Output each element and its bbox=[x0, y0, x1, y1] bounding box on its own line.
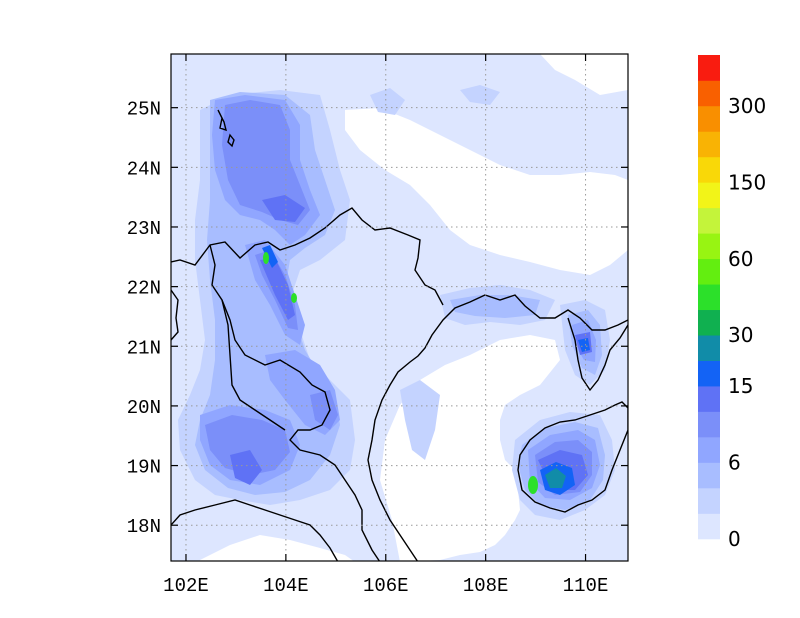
leizhou-peninsula bbox=[567, 317, 628, 392]
lat-tick-label: 21N bbox=[127, 337, 161, 359]
border-laos-inner bbox=[221, 299, 286, 431]
colorbar-segment bbox=[698, 513, 720, 540]
lat-tick-label: 22N bbox=[127, 278, 161, 300]
southwest-no-rain bbox=[200, 535, 354, 561]
rain-class-9 bbox=[263, 252, 538, 494]
colorbar-segment bbox=[698, 156, 720, 183]
colorbar-segment bbox=[698, 309, 720, 336]
lat-tick-label: 23N bbox=[127, 218, 161, 240]
colorbar-label: 30 bbox=[728, 323, 753, 347]
colorbar-segment bbox=[698, 284, 720, 311]
colorbar-label: 150 bbox=[728, 170, 766, 194]
lat-tick-label: 25N bbox=[127, 99, 161, 121]
colorbar-segment bbox=[698, 386, 720, 412]
lon-tick-label: 106E bbox=[363, 575, 409, 597]
colorbar-label: 6 bbox=[728, 451, 741, 475]
hainan-island bbox=[517, 401, 628, 513]
colorbar-segment bbox=[698, 437, 720, 463]
colorbar-segment bbox=[698, 105, 720, 132]
colorbar-label: 15 bbox=[728, 374, 753, 398]
colorbar-label: 0 bbox=[728, 527, 741, 551]
colorbar-label: 60 bbox=[728, 247, 753, 271]
map-frame bbox=[170, 53, 629, 562]
lon-tick-label: 108E bbox=[463, 575, 509, 597]
border-laos-vietnam bbox=[209, 244, 381, 561]
lon-tick-label: 102E bbox=[163, 575, 209, 597]
colorbar-segment bbox=[698, 233, 720, 260]
lon-tick-label: 104E bbox=[263, 575, 309, 597]
colorbar-segment bbox=[698, 55, 720, 81]
colorbar-segment bbox=[698, 462, 720, 489]
colorbar-segment bbox=[698, 411, 720, 438]
colorbar-segment bbox=[698, 182, 720, 209]
north-lake-2 bbox=[227, 133, 235, 148]
colorbar-segment bbox=[698, 131, 720, 158]
border-china-north bbox=[171, 207, 444, 306]
border-laos-west bbox=[171, 499, 339, 561]
north-lake bbox=[217, 109, 227, 132]
colorbar-label: 300 bbox=[728, 94, 766, 118]
lat-tick-label: 18N bbox=[127, 516, 161, 538]
lon-tick-label: 110E bbox=[563, 575, 609, 597]
north-no-rain bbox=[345, 108, 628, 275]
map-axes: 102E 104E 106E 108E 110E 18N 19N 20N 21N 22N 23N 24… bbox=[127, 54, 628, 597]
northeast-no-rain bbox=[540, 54, 628, 95]
rain-class-8 bbox=[545, 468, 566, 488]
boundary-lines bbox=[171, 109, 628, 561]
colorbar-segment bbox=[698, 80, 720, 107]
west-edge-border bbox=[171, 289, 179, 341]
lat-tick-label: 19N bbox=[127, 457, 161, 479]
colorbar: 0 6 15 30 60 150 300 bbox=[698, 55, 766, 551]
colorbar-segment bbox=[698, 207, 720, 234]
colorbar-segment bbox=[698, 258, 720, 285]
lat-lon-grid bbox=[171, 54, 628, 561]
coastline-vietnam bbox=[367, 294, 628, 561]
lat-tick-label: 24N bbox=[127, 158, 161, 180]
colorbar-segment bbox=[698, 360, 720, 387]
map-plot-area bbox=[171, 54, 628, 561]
colorbar-segment bbox=[698, 335, 720, 361]
lat-tick-label: 20N bbox=[127, 397, 161, 419]
colorbar-segment bbox=[698, 488, 720, 514]
